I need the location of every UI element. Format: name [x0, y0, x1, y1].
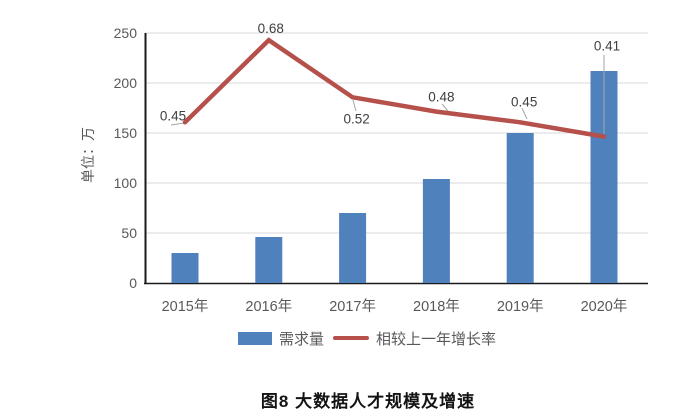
x-tick-label: 2020年: [581, 298, 628, 315]
x-tick-label: 2018年: [413, 298, 460, 315]
y-tick-label: 50: [121, 225, 137, 241]
data-label: 0.52: [343, 111, 369, 126]
y-tick-label: 0: [129, 275, 137, 291]
x-tick-label: 2017年: [329, 298, 376, 315]
bar-2019年: [506, 133, 534, 283]
figure-caption: 图8 大数据人才规模及增速: [260, 392, 476, 411]
y-tick-label: 100: [114, 175, 138, 191]
legend-bar-label: 需求量: [279, 330, 325, 348]
y-tick-label: 200: [114, 75, 138, 91]
data-label: 0.48: [428, 90, 454, 105]
data-label-leader: [441, 103, 449, 112]
data-label-leader: [170, 122, 185, 126]
x-tick-label: 2016年: [245, 298, 292, 315]
data-label-leader: [521, 107, 528, 120]
bar-2015年: [171, 253, 199, 283]
y-axis-title: 单位：万: [80, 127, 96, 183]
growth-rate-line: [182, 37, 607, 139]
data-label: 0.45: [511, 94, 537, 109]
data-label-leader: [352, 99, 357, 112]
legend-bar-swatch: [238, 331, 272, 345]
data-label: 0.68: [258, 21, 284, 36]
bar-2018年: [422, 179, 450, 283]
data-label: 0.45: [160, 108, 186, 123]
legend-line-swatch: [333, 336, 370, 340]
x-tick-label: 2015年: [162, 298, 209, 315]
y-tick-label: 250: [114, 25, 138, 41]
bar-2017年: [339, 213, 367, 283]
data-label: 0.41: [594, 39, 620, 54]
x-tick-label: 2019年: [497, 298, 544, 315]
legend-line-label: 相较上一年增长率: [376, 330, 497, 348]
y-tick-label: 150: [114, 125, 138, 141]
bar-2016年: [255, 237, 283, 283]
chart-legend: 需求量 相较上一年增长率: [238, 330, 497, 348]
